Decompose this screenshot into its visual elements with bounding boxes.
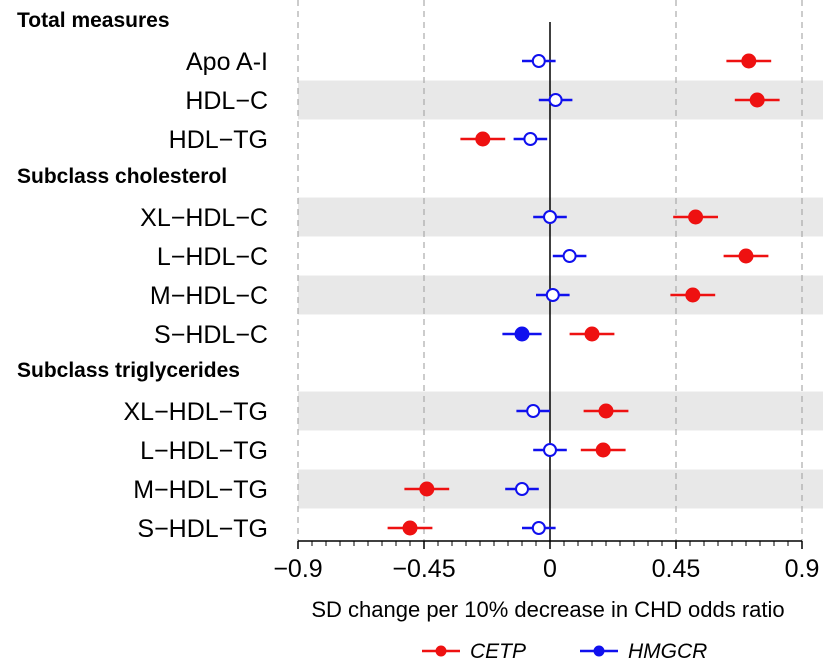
row-labels: Total measures Apo A-I HDL−C HDL−TG Subclass…: [17, 9, 268, 543]
legend: CETP HMGCR: [422, 640, 707, 659]
legend-hmgcr-marker: [593, 645, 605, 657]
row-label-l-hdl-tg: L−HDL−TG: [140, 437, 268, 465]
legend-hmgcr-label: HMGCR: [628, 640, 707, 659]
row-label-m-hdl-c: M−HDL−C: [150, 282, 268, 310]
row-label-m-hdl-tg: M−HDL−TG: [133, 476, 268, 504]
hmgcr-s-hdl-tg-point: [531, 521, 546, 535]
row-label-s-hdl-c: S−HDL−C: [154, 321, 268, 349]
hmgcr-xl-hdl-c-point: [543, 210, 557, 224]
group-label-total-measures: Total measures: [17, 9, 170, 32]
tick-label-0-45: −0.45: [392, 555, 455, 583]
hmgcr-hdl-tg-point: [523, 132, 538, 146]
row-label-hdl-tg: HDL−TG: [169, 126, 268, 154]
cetp-l-hdl-tg-point: [595, 442, 611, 458]
row-band-xl-hdl-tg: [298, 391, 823, 431]
group-label-subclass-cholesterol: Subclass cholesterol: [17, 165, 227, 188]
hmgcr-m-hdl-c-point: [545, 288, 560, 302]
row-band-m-hdl-tg: [298, 469, 823, 509]
data-marks: [387, 53, 780, 536]
row-label-xl-hdl-c: XL−HDL−C: [140, 204, 268, 232]
hmgcr-hdl-c-point: [548, 93, 563, 107]
hmgcr-s-hdl-c-point: [514, 326, 530, 342]
legend-cetp-label: CETP: [470, 640, 526, 659]
hmgcr-l-hdl-c-point: [562, 249, 577, 263]
x-axis-title: SD change per 10% decrease in CHD odds r…: [311, 597, 784, 622]
group-label-subclass-triglycerides: Subclass triglycerides: [17, 359, 240, 382]
hmgcr-m-hdl-tg-point: [515, 482, 529, 496]
hmgcr-apo-a-i-point: [531, 54, 546, 68]
row-label-s-hdl-tg: S−HDL−TG: [137, 515, 268, 543]
cetp-apo-a-i-point: [741, 53, 757, 69]
cetp-l-hdl-c-point: [738, 248, 754, 264]
row-label-l-hdl-c: L−HDL−C: [157, 243, 268, 271]
row-label-xl-hdl-tg: XL−HDL−TG: [123, 398, 268, 426]
tick-label-0-45: 0.45: [652, 555, 701, 583]
tick-label-0: 0: [543, 555, 557, 583]
row-label-apo-a-i: Apo A-I: [186, 48, 268, 76]
tick-label-0-9: −0.9: [273, 555, 322, 583]
cetp-xl-hdl-c-point: [688, 209, 704, 225]
tick-label-0-9: 0.9: [785, 555, 820, 583]
legend-cetp-marker: [435, 645, 447, 657]
cetp-xl-hdl-tg-point: [598, 403, 614, 419]
x-axis: −0.9 −0.45 0 0.45 0.9: [273, 540, 820, 583]
cetp-m-hdl-tg-point: [419, 481, 435, 497]
hmgcr-l-hdl-tg-point: [543, 443, 557, 457]
cetp-m-hdl-c-point: [685, 287, 701, 303]
row-label-hdl-c: HDL−C: [185, 87, 268, 115]
cetp-s-hdl-c-point: [584, 326, 600, 342]
cetp-s-hdl-tg-point: [402, 520, 418, 536]
cetp-hdl-tg-point: [475, 131, 491, 147]
cetp-hdl-c-point: [749, 92, 765, 108]
hmgcr-xl-hdl-tg-point: [526, 404, 541, 418]
